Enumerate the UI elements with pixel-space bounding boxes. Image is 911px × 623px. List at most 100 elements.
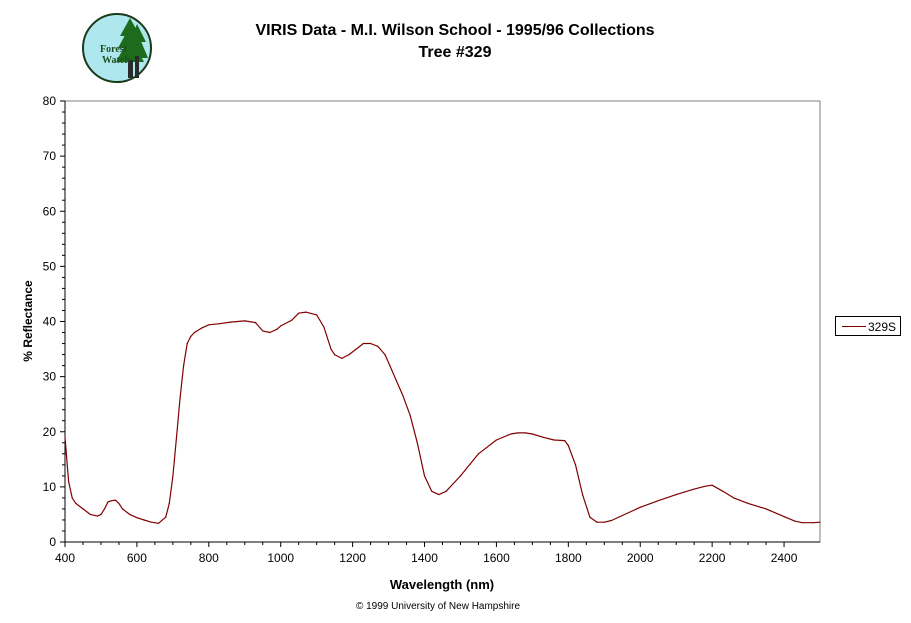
data-point <box>582 494 584 496</box>
data-point <box>143 519 145 521</box>
data-point <box>524 432 526 434</box>
data-point <box>280 325 282 327</box>
data-point <box>244 320 246 322</box>
y-tick-label: 60 <box>43 204 57 218</box>
data-point <box>801 522 803 524</box>
series-line-329S <box>64 311 821 524</box>
data-point <box>107 501 109 503</box>
plot-area-frame <box>64 100 821 543</box>
data-point <box>316 314 318 316</box>
data-point <box>186 342 188 345</box>
data-point <box>596 521 598 523</box>
data-point <box>384 354 386 356</box>
x-tick-label: 1000 <box>267 551 294 565</box>
data-point <box>111 500 113 502</box>
chart-title: VIRIS Data - M.I. Wilson School - 1995/9… <box>255 22 655 39</box>
data-point <box>395 378 397 380</box>
data-point <box>229 321 231 323</box>
forest-watch-logo: Forest Watch <box>82 13 152 83</box>
data-point <box>517 432 519 434</box>
data-point <box>298 312 300 314</box>
data-point <box>459 475 462 477</box>
data-point <box>334 354 336 356</box>
data-point <box>190 335 192 337</box>
data-point <box>783 516 785 518</box>
data-point <box>175 436 178 438</box>
y-tick-label: 40 <box>43 315 57 329</box>
data-point <box>553 439 555 441</box>
x-tick-label: 800 <box>199 551 219 565</box>
data-point <box>416 442 418 444</box>
y-axis-label: % Reflectance <box>21 280 35 362</box>
data-point <box>510 433 512 435</box>
data-point <box>423 475 426 477</box>
data-point <box>201 327 203 329</box>
x-tick-label: 600 <box>127 551 147 565</box>
data-point <box>589 516 591 518</box>
data-point <box>150 521 152 523</box>
data-point <box>431 490 433 492</box>
data-point <box>114 499 116 501</box>
data-point <box>819 521 821 523</box>
y-tick-label: 80 <box>43 94 57 108</box>
data-point <box>438 494 440 496</box>
data-point <box>103 508 106 510</box>
copyright-text: © 1999 University of New Hampshire <box>355 601 521 612</box>
x-tick-label: 2200 <box>699 551 726 565</box>
chart-subtitle: Tree #329 <box>418 44 492 61</box>
logo-text-line1: Forest <box>100 44 128 55</box>
data-point <box>362 342 364 345</box>
y-tick-label: 0 <box>49 535 56 549</box>
data-point <box>733 497 735 499</box>
data-point <box>402 395 404 397</box>
data-point <box>125 511 127 513</box>
data-point <box>330 348 332 350</box>
legend: 329S <box>835 316 901 336</box>
x-tick-label: 1800 <box>555 551 582 565</box>
data-point <box>445 490 447 492</box>
data-point <box>71 497 73 499</box>
logo-text-line2: Watch <box>102 55 130 66</box>
data-point <box>564 440 566 442</box>
data-point <box>711 484 713 486</box>
data-point <box>621 514 623 517</box>
x-tick-label: 2000 <box>627 551 654 565</box>
legend-swatch <box>842 326 866 327</box>
data-point <box>693 488 695 490</box>
data-point <box>675 494 677 496</box>
data-point <box>262 330 264 332</box>
data-point <box>75 502 77 504</box>
data-point <box>377 345 379 347</box>
data-point <box>794 520 796 522</box>
data-point <box>574 464 577 466</box>
data-point <box>96 515 98 517</box>
data-point <box>254 322 257 324</box>
data-point <box>370 342 372 345</box>
x-tick-label: 1600 <box>483 551 510 565</box>
data-point <box>409 414 411 416</box>
data-point <box>179 398 181 400</box>
data-point <box>193 331 195 334</box>
data-point <box>747 502 749 504</box>
data-point <box>68 480 70 482</box>
x-tick-label: 1200 <box>339 551 366 565</box>
data-point <box>219 323 221 325</box>
data-point <box>121 508 124 510</box>
data-point <box>64 436 66 438</box>
data-point <box>531 433 534 435</box>
data-point <box>812 522 814 524</box>
legend-series-name: 329S <box>868 320 897 334</box>
data-point <box>477 453 480 455</box>
data-point <box>305 311 307 313</box>
data-point <box>100 513 102 516</box>
data-point <box>269 331 271 334</box>
data-point <box>208 324 210 326</box>
y-tick-label: 30 <box>43 370 57 384</box>
data-point <box>348 354 350 356</box>
x-tick-label: 400 <box>55 551 75 565</box>
data-point <box>657 500 659 502</box>
data-point <box>323 326 325 328</box>
data-point <box>542 436 544 438</box>
y-tick-label: 70 <box>43 149 57 163</box>
